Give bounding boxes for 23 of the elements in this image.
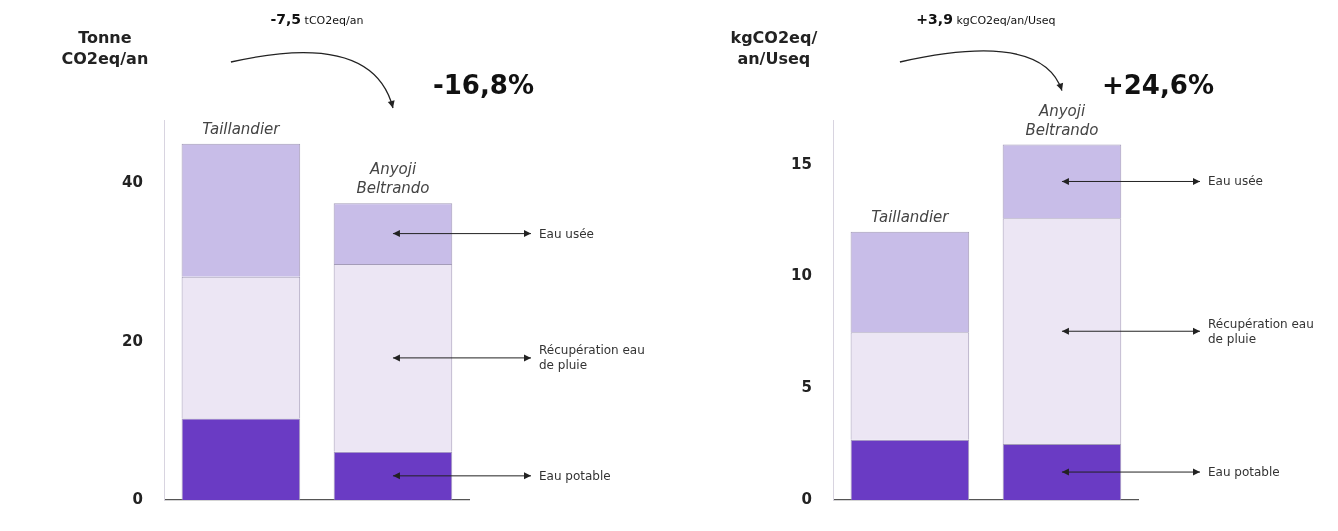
x-tick-label: Anyoji Beltrando [356, 160, 430, 198]
x-tick-label: Anyoji Beltrando [1025, 101, 1099, 139]
text: Récupération eau de pluie [1208, 316, 1314, 346]
x-tick-label: Taillandier [871, 207, 950, 226]
text: Eau usée [539, 226, 594, 241]
text: Eau potable [539, 468, 611, 483]
y-tick-label: 0 [132, 489, 143, 508]
y-tick-label: 5 [801, 378, 812, 397]
y-tick-label: 10 [791, 266, 812, 285]
y-axis-title: Tonne CO2eq/an [60, 28, 150, 70]
text: -7,5 tCO2eq/an [270, 11, 364, 27]
x-tick-label: Taillandier [202, 119, 281, 138]
text: Eau potable [1208, 465, 1280, 480]
text: -16,8% [432, 70, 534, 100]
text: +3,9 kgCO2eq/an/Useq [916, 11, 1056, 27]
y-axis-title: kgCO2eq/an/Useq [729, 28, 819, 70]
text: Eau usée [1208, 174, 1263, 189]
y-tick-label: 15 [791, 154, 812, 173]
text: +24,6% [1101, 70, 1214, 100]
y-tick-label: 20 [122, 331, 143, 350]
y-tick-label: 0 [801, 489, 812, 508]
y-tick-label: 40 [122, 173, 143, 192]
text: Récupération eau de pluie [539, 343, 645, 373]
